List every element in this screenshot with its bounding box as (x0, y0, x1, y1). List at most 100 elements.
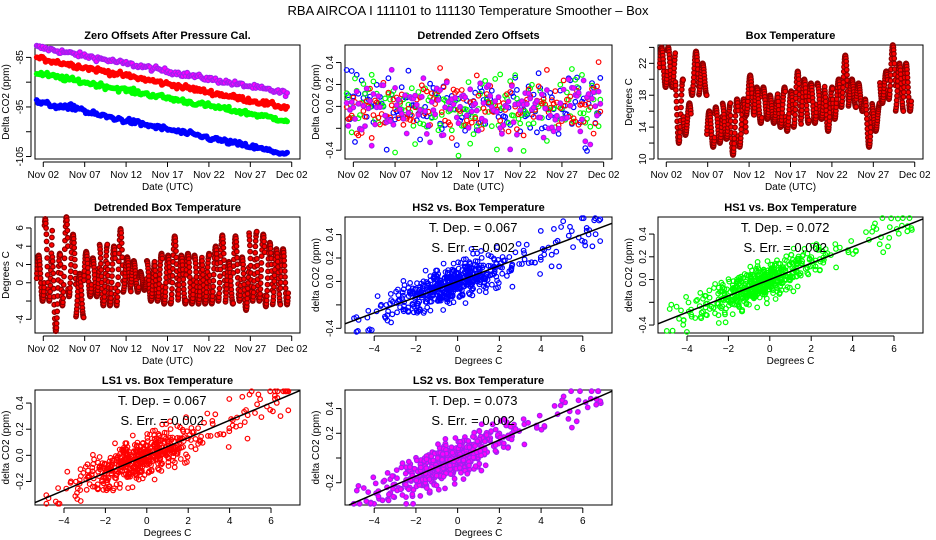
scatter-point (499, 270, 506, 277)
y-tick-label: -0.4 (325, 319, 336, 337)
series-point-HS1 (348, 129, 355, 136)
y-tick-label: 0 (15, 280, 26, 286)
series-point-LS2 (525, 90, 532, 97)
x-tick-label: Nov 07 (69, 344, 101, 355)
temp-point (108, 279, 115, 286)
scatter-point (225, 444, 232, 450)
series-point-LS2 (284, 90, 291, 96)
series-point-LS2 (443, 79, 450, 86)
scatter-point (365, 307, 372, 314)
temp-point (115, 266, 122, 273)
series-point-LS2 (348, 99, 355, 105)
scatter-point (129, 484, 136, 491)
scatter-point (869, 228, 875, 235)
scatter-point (204, 410, 211, 417)
temp-point (795, 76, 802, 82)
temp-point (277, 301, 284, 308)
temp-point (843, 62, 850, 69)
series-point-HS2 (417, 136, 424, 143)
temp-point (61, 255, 68, 262)
series-point-LS2 (594, 112, 600, 119)
series-point-HS1 (463, 106, 470, 113)
series-point-HS1 (357, 112, 363, 118)
scatter-point (548, 263, 555, 270)
x-axis-label: Degrees C (767, 356, 815, 367)
scatter-point (389, 311, 396, 318)
temp-point (50, 277, 57, 284)
series-point-LS1 (360, 108, 367, 114)
temp-point (727, 118, 734, 124)
temp-point (49, 234, 55, 241)
temp-point (72, 263, 78, 270)
series-point-HS1 (470, 131, 477, 138)
series-point-LS1 (463, 117, 470, 124)
series-point-LS2 (592, 103, 599, 110)
x-tick-label: Nov 17 (152, 170, 184, 181)
series-point-HS1 (437, 122, 444, 128)
x-tick-label: 2 (185, 516, 191, 527)
scatter-point (904, 228, 911, 235)
x-tick-label: Nov 02 (27, 344, 59, 355)
series-point-LS2 (527, 95, 534, 102)
scatter-point (374, 293, 381, 300)
series-point-LS2 (350, 104, 357, 111)
x-tick-label: Nov 17 (152, 344, 184, 355)
temp-point (867, 129, 874, 136)
y-tick-label: 0.0 (325, 99, 336, 113)
temp-point (175, 286, 182, 293)
std-error-label: S. Err. = 0.002 (743, 240, 826, 255)
temp-point (282, 279, 289, 286)
temp-point (264, 287, 271, 294)
scatter-point (476, 288, 483, 294)
series-point-LS2 (463, 112, 470, 119)
temp-point (151, 263, 158, 269)
temp-point (64, 227, 71, 234)
temp-point (169, 272, 176, 279)
temp-point (271, 278, 278, 285)
series-point-LS2 (358, 126, 365, 133)
temp-point (60, 281, 67, 288)
temp-point (839, 89, 846, 96)
temp-point (210, 283, 217, 290)
x-tick-label: Nov 17 (463, 170, 495, 181)
temp-point (843, 66, 850, 73)
temp-point (209, 288, 216, 295)
x-tick-label: Nov 27 (857, 170, 889, 181)
series-point-LS2 (387, 118, 394, 124)
scatter-point (523, 241, 530, 248)
x-tick-label: −4 (58, 516, 70, 527)
scatter-point (885, 243, 891, 250)
scatter-point (112, 440, 118, 447)
series-point-HS2 (584, 147, 590, 154)
temp-point (673, 87, 679, 93)
temp-point (688, 110, 694, 117)
temp-point (257, 291, 264, 297)
panel-title: LS2 vs. Box Temperature (413, 375, 544, 387)
temp-point (44, 246, 50, 253)
y-tick-label: 6 (15, 225, 26, 231)
scatter-point (754, 304, 761, 311)
series-point-LS2 (480, 100, 487, 106)
series-point-LS2 (428, 98, 435, 105)
scatter-point (876, 241, 883, 248)
scatter-point (548, 251, 555, 258)
temp-point (43, 225, 49, 232)
series-point-LS2 (565, 76, 572, 83)
series-point-HS1 (510, 112, 517, 119)
series-point-LS1 (567, 93, 574, 100)
y-tick-label: 10 (638, 153, 649, 165)
temp-point (253, 255, 260, 262)
series-point-LS2 (467, 86, 474, 93)
y-axis-label: delta CO2 (ppm) (1, 411, 12, 485)
series-point-HS1 (392, 149, 399, 156)
series-point-LS2 (560, 86, 567, 93)
scatter-point (899, 215, 906, 222)
temp-point (806, 117, 812, 124)
temp-point (244, 295, 251, 302)
series-point-LS2 (447, 106, 454, 112)
scatter-point (772, 296, 779, 302)
series-point-LS1 (514, 126, 520, 133)
series-point-LS1 (440, 84, 447, 91)
